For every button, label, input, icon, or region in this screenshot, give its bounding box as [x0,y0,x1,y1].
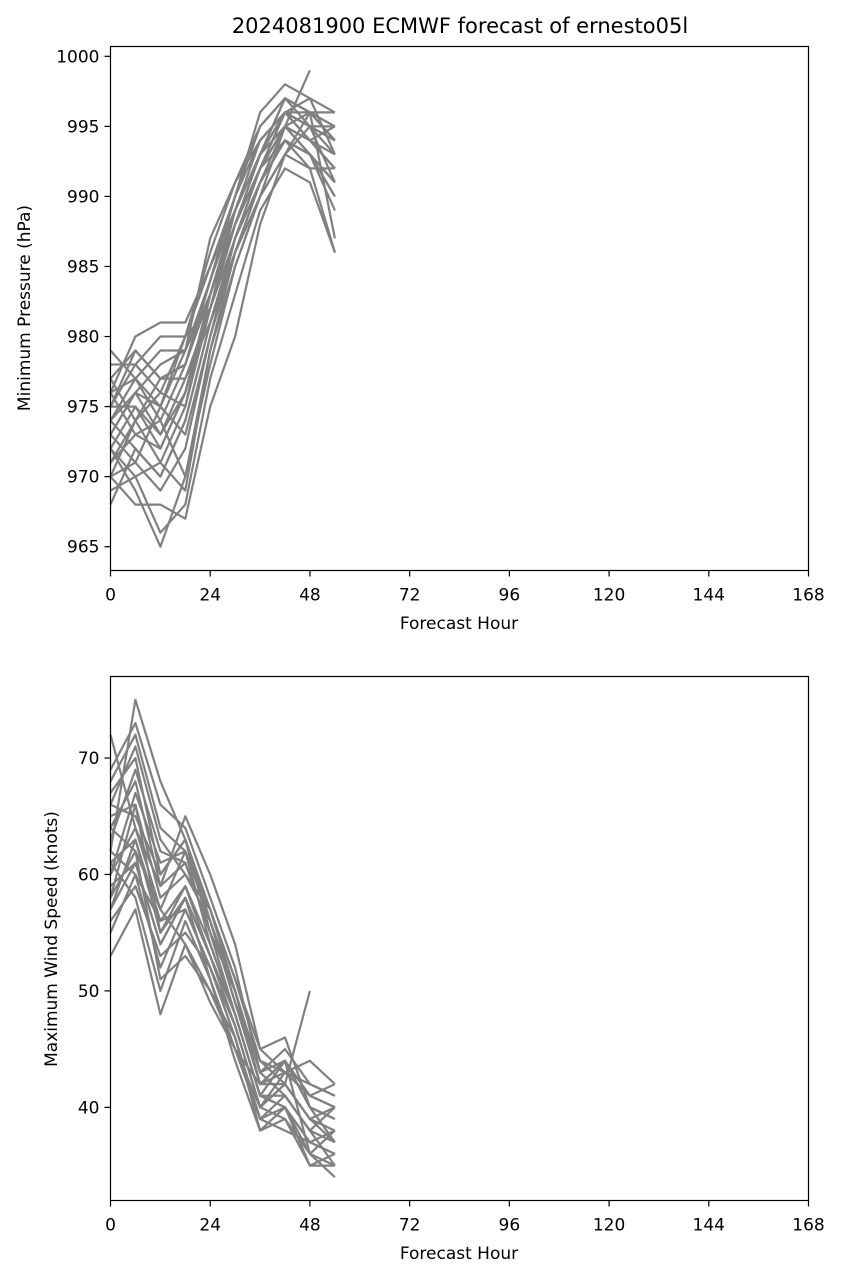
wind-member-line-18 [109,850,336,1155]
wind-y-tick-label: 70 [78,749,100,769]
pressure-y-tick-label: 985 [67,257,99,277]
wind-axes-frame [109,675,810,1202]
wind-member-line-22 [109,838,336,1144]
pressure-y-tick-label: 1000 [56,47,99,67]
wind-member-line-2 [109,734,336,1143]
pressure-y-tick-label: 975 [67,398,99,418]
wind-plot-lines [109,698,336,1179]
pressure-y-ticks: 965 970 975 980 985 990 995 1000 [56,47,111,558]
pressure-member-line-24 [109,111,336,450]
wind-member-line-24 [110,803,336,1109]
wind-y-tick-label: 60 [78,865,100,885]
pressure-y-tick-label: 970 [67,468,99,488]
wind-x-axis-label: Forecast Hour [400,1244,518,1264]
pressure-chart: 0 24 48 72 96 120 144 168 965 970 975 980 985 990 995… [15,45,825,634]
pressure-member-line-19 [109,111,335,464]
wind-x-tick-label: 120 [593,1216,625,1236]
wind-y-axis-label: Maximum Wind Speed (knots) [42,811,62,1067]
pressure-y-tick-label: 980 [67,328,99,348]
pressure-axes-frame [109,45,810,572]
wind-x-tick-label: 96 [499,1216,521,1236]
wind-y-ticks: 40 50 60 70 [78,749,111,1118]
wind-x-tick-label: 0 [105,1216,116,1236]
pressure-x-tick-label: 168 [792,586,824,606]
pressure-member-line-26 [109,97,336,436]
pressure-y-tick-label: 965 [67,538,99,558]
pressure-x-ticks: 0 24 48 72 96 120 144 168 [105,570,825,606]
pressure-y-axis-label: Minimum Pressure (hPa) [15,205,35,411]
wind-member-line-17 [109,850,336,1109]
wind-member-line-1 [109,698,336,1179]
wind-x-tick-label: 168 [792,1216,824,1236]
pressure-plot-lines [109,69,336,548]
pressure-member-line-22 [109,153,335,492]
pressure-x-axis-label: Forecast Hour [400,614,518,634]
pressure-x-tick-label: 144 [693,586,725,606]
wind-member-line-19 [109,780,336,1120]
pressure-y-tick-label: 990 [67,187,99,207]
wind-y-tick-label: 40 [78,1098,100,1118]
wind-x-tick-label: 24 [199,1216,221,1236]
wind-y-tick-label: 50 [78,982,100,1002]
pressure-x-tick-label: 72 [399,586,421,606]
pressure-x-tick-label: 24 [199,586,221,606]
pressure-x-tick-label: 120 [593,586,625,606]
pressure-x-tick-label: 48 [299,586,321,606]
wind-x-ticks: 0 24 48 72 96 120 144 168 [105,1200,825,1236]
wind-member-line-21 [109,733,336,1097]
wind-member-line-23 [109,861,335,1167]
wind-x-tick-label: 72 [399,1216,421,1236]
pressure-member-line-13 [109,167,336,534]
wind-member-line-16 [109,826,336,1132]
pressure-member-line-4 [109,83,336,394]
wind-x-tick-label: 144 [693,1216,725,1236]
pressure-member-line-20 [110,125,336,436]
pressure-member-line-7 [109,139,336,506]
wind-x-tick-label: 48 [299,1216,321,1236]
figure-title: 2024081900 ECMWF forecast of ernesto05l [232,14,688,38]
pressure-y-tick-label: 995 [67,117,99,137]
wind-chart: 0 24 48 72 96 120 144 168 40 50 60 70 Forecast Hou… [42,675,825,1264]
pressure-x-tick-label: 0 [105,586,116,606]
pressure-x-tick-label: 96 [499,586,521,606]
wind-member-line-20 [109,908,336,1144]
